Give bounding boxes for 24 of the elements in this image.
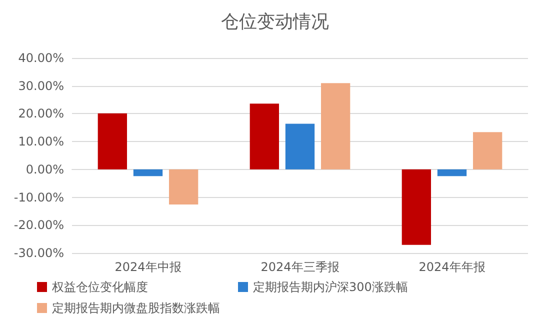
- y-tick-label: 40.00%: [18, 51, 64, 65]
- legend-label: 定期报告期内微盘股指数涨跌幅: [52, 301, 220, 315]
- bar: [472, 132, 502, 170]
- y-tick-label: 0.00%: [26, 162, 64, 176]
- bar: [250, 104, 280, 170]
- y-tick-label: 20.00%: [18, 106, 64, 121]
- legend-label: 权益仓位变化幅度: [51, 280, 148, 294]
- y-tick-label: -20.00%: [14, 218, 64, 232]
- y-tick-label: 30.00%: [18, 78, 64, 93]
- bar: [285, 124, 315, 170]
- x-tick-label: 2024年三季报: [260, 260, 340, 274]
- bar: [133, 169, 163, 176]
- x-tick-label: 2024年中报: [114, 260, 182, 274]
- x-tick-label: 2024年年报: [418, 260, 486, 274]
- bar: [437, 169, 467, 176]
- bar: [98, 113, 128, 170]
- y-tick-label: -30.00%: [14, 246, 64, 260]
- legend-label: 定期报告期内沪深300涨跌幅: [253, 280, 408, 294]
- bar: [402, 169, 432, 245]
- bar: [168, 169, 198, 205]
- y-tick-label: 10.00%: [18, 134, 64, 149]
- chart-title: 仓位变动情况: [221, 12, 329, 32]
- y-tick-label: -10.00%: [14, 190, 64, 204]
- bar: [320, 83, 350, 170]
